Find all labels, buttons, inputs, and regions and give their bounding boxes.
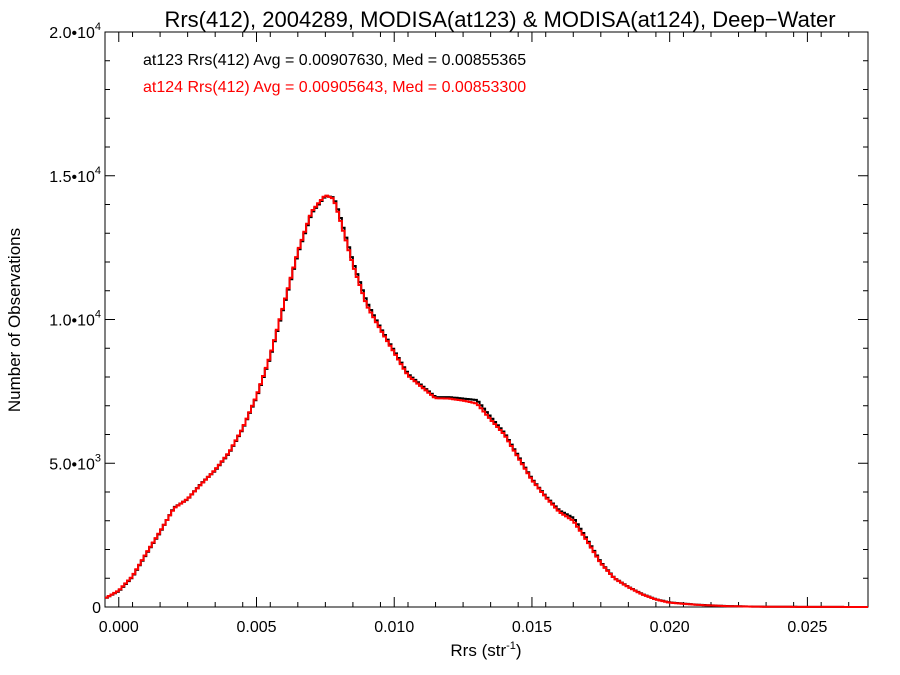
y-tick-label: 2.0•104 [49,21,101,42]
y-tick-label-mantissa: 1.0•10 [49,313,95,330]
series-line-at123 [105,195,868,608]
y-tick-label: 0 [92,600,101,617]
chart-title: Rrs(412), 2004289, MODISA(at123) & MODIS… [164,7,835,32]
y-tick-label-mantissa: 5.0•10 [49,456,95,473]
y-tick-label-exponent: 4 [95,165,101,177]
x-tick-label: 0.000 [99,619,139,636]
x-axis-label: Rrs (str-1) [450,640,521,660]
x-axis-label-main: Rrs (str [450,641,506,660]
x-tick-label: 0.020 [650,619,690,636]
x-tick-label: 0.010 [374,619,414,636]
y-tick-label-exponent: 4 [95,21,101,33]
x-tick-label: 0.005 [236,619,276,636]
x-tick-label: 0.025 [787,619,827,636]
y-tick-label-mantissa: 1.5•10 [49,169,95,186]
x-axis-ticks: 0.000 0.005 0.010 0.015 0.020 0.025 [99,32,850,636]
series-line-at124 [105,194,868,608]
y-tick-label-mantissa: 2.0•10 [49,25,95,42]
y-axis-label: Number of Observations [5,228,24,412]
y-tick-label-exponent: 4 [95,309,101,321]
annotation-at123-stats: at123 Rrs(412) Avg = 0.00907630, Med = 0… [143,52,526,69]
plot-frame [104,31,869,608]
x-axis-label-end: ) [516,641,522,660]
series-group [105,194,868,608]
annotation-at124-stats: at124 Rrs(412) Avg = 0.00905643, Med = 0… [143,79,526,96]
x-tick-label: 0.015 [512,619,552,636]
y-tick-label: 5.0•103 [49,452,101,473]
y-tick-label-exponent: 3 [95,452,101,464]
x-axis-label-sup: -1 [506,640,516,652]
y-tick-label: 1.0•104 [49,309,101,330]
y-tick-label-mantissa: 0 [92,600,101,617]
y-tick-label: 1.5•104 [49,165,101,186]
